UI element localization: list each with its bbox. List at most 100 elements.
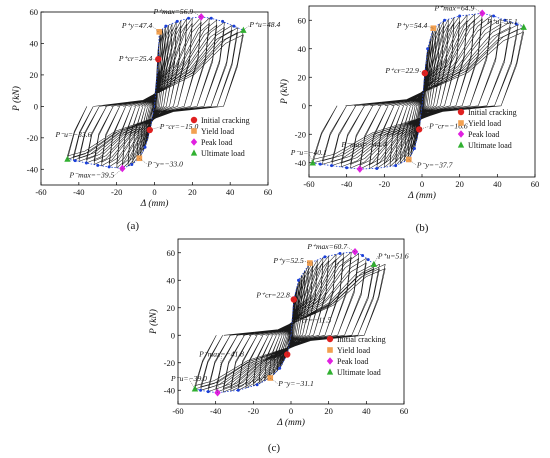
annotation-leader: [67, 135, 74, 160]
y-axis-label: P (kN): [11, 86, 22, 112]
yield-marker: [156, 29, 163, 35]
legend-label: Initial cracking: [337, 335, 386, 344]
envelope-point: [236, 388, 240, 392]
x-tick-label: -20: [111, 187, 122, 197]
x-tick-label: 40: [493, 179, 502, 189]
annotation-label: P⁻u=−39.0: [170, 374, 207, 383]
annotation-label: P⁻max=−44.4: [340, 140, 386, 149]
annotation-label: P⁺max=60.7: [306, 242, 348, 251]
cracking-marker: [421, 69, 429, 77]
annotation-label: P⁺y=54.4: [396, 21, 428, 30]
legend: Initial cracking Yield load Peak load Ultim…: [190, 116, 250, 158]
envelope-point: [206, 390, 210, 394]
y-tick-label: 60: [298, 15, 307, 25]
x-axis-label: Δ (mm): [140, 198, 169, 209]
x-tick-label: -20: [379, 179, 390, 189]
y-tick-label: -40: [295, 158, 306, 168]
envelope-point: [345, 166, 349, 170]
annotation-leader: [408, 159, 417, 166]
annotation-label: P⁻y=−33.0: [146, 159, 183, 168]
peak-marker: [356, 165, 364, 173]
y-tick-label: 0: [302, 101, 306, 111]
legend-marker: [190, 149, 198, 156]
annotation-leader: [149, 126, 160, 131]
annotation-leader: [474, 8, 483, 14]
y-tick-label: -40: [164, 385, 175, 395]
envelope-negative: [312, 105, 423, 170]
envelope-point: [143, 145, 147, 149]
x-tick-label: -40: [73, 187, 84, 197]
panel-label: (a): [127, 220, 140, 232]
envelope-point: [330, 164, 334, 168]
envelope-point: [84, 161, 88, 165]
y-tick-label: 60: [167, 248, 176, 258]
legend-label: Ultimate load: [337, 368, 381, 377]
legend-label: Peak load: [337, 357, 368, 366]
hysteresis-curves: [311, 11, 526, 171]
y-tick-label: -40: [27, 164, 38, 174]
envelope-negative: [67, 106, 155, 169]
y-tick-label: 60: [30, 7, 39, 17]
annotation-label: P⁺cr=22.9: [384, 66, 419, 75]
annotation-label: P⁻max=−41.8: [198, 350, 244, 359]
x-tick-label: 60: [400, 406, 409, 416]
annotation-label: P⁻cr=−16.6: [428, 121, 468, 130]
legend-label: Initial cracking: [468, 108, 517, 117]
envelope-point: [323, 255, 327, 259]
envelope-point: [375, 166, 379, 170]
legend: Initial cracking Yield load Peak load Ultim…: [457, 108, 517, 150]
annotation-label: P⁻cr=−15.0: [159, 122, 199, 131]
annotation-label: P⁺cr=25.4: [118, 54, 153, 63]
annotation-label: P⁺max=56.9: [153, 7, 194, 16]
annotation-leader: [114, 168, 123, 176]
legend-marker: [190, 116, 198, 124]
legend-label: Peak load: [468, 130, 499, 139]
legend-marker: [326, 357, 334, 365]
annotation-label: P⁻u=−40.1: [290, 148, 327, 157]
legend-marker: [458, 120, 464, 126]
envelope-negative: [194, 335, 292, 394]
y-tick-label: 0: [171, 330, 175, 340]
annotation-leader: [270, 377, 279, 385]
y-axis-label: P (kN): [148, 309, 159, 335]
annotation-label: P⁻y=−37.7: [416, 160, 454, 169]
annotation-leader: [517, 22, 524, 28]
y-tick-label: 0: [34, 101, 38, 111]
legend-marker: [190, 138, 198, 146]
panel-c: -60 -40 -20 0 20 40 60 -40 -20 0 20 40 60 Δ (mm) P (kN…: [148, 238, 409, 454]
envelope-positive: [421, 12, 524, 106]
legend-label: Peak load: [201, 138, 232, 147]
y-tick-label: 20: [30, 70, 39, 80]
annotation-label: P⁺u=48.4: [248, 20, 280, 29]
legend-label: Ultimate load: [201, 149, 245, 158]
annotation-leader: [373, 256, 379, 265]
panel-label: (b): [416, 222, 429, 234]
x-tick-label: -60: [172, 406, 183, 416]
legend: Initial cracking Yield load Peak load Ultim…: [326, 335, 386, 377]
annotation-leader: [243, 25, 250, 31]
legend-marker: [326, 335, 334, 343]
envelope-point: [175, 19, 179, 23]
envelope-positive: [290, 251, 375, 336]
y-tick-label: 40: [167, 275, 176, 285]
envelope-point: [73, 159, 77, 163]
annotation-label: P⁻y=−31.1: [277, 379, 314, 388]
x-tick-label: 20: [188, 187, 197, 197]
x-tick-label: 40: [362, 406, 371, 416]
ultimate-marker: [240, 26, 247, 33]
legend-label: Yield load: [201, 127, 234, 136]
legend-marker: [191, 128, 197, 134]
y-tick-label: -20: [295, 129, 306, 139]
panel-label: (c): [268, 442, 281, 454]
annotation-label: P⁺y=47.4: [121, 21, 153, 30]
yield-marker: [406, 156, 412, 163]
y-tick-label: 40: [30, 38, 39, 48]
hysteresis-path: [312, 13, 524, 170]
legend-marker: [457, 141, 465, 148]
annotation-label: P⁻u=−33.6: [54, 130, 91, 139]
x-tick-label: 60: [531, 179, 540, 189]
legend-marker: [457, 108, 465, 116]
annotation-leader: [139, 158, 148, 165]
y-tick-label: 20: [298, 72, 307, 82]
